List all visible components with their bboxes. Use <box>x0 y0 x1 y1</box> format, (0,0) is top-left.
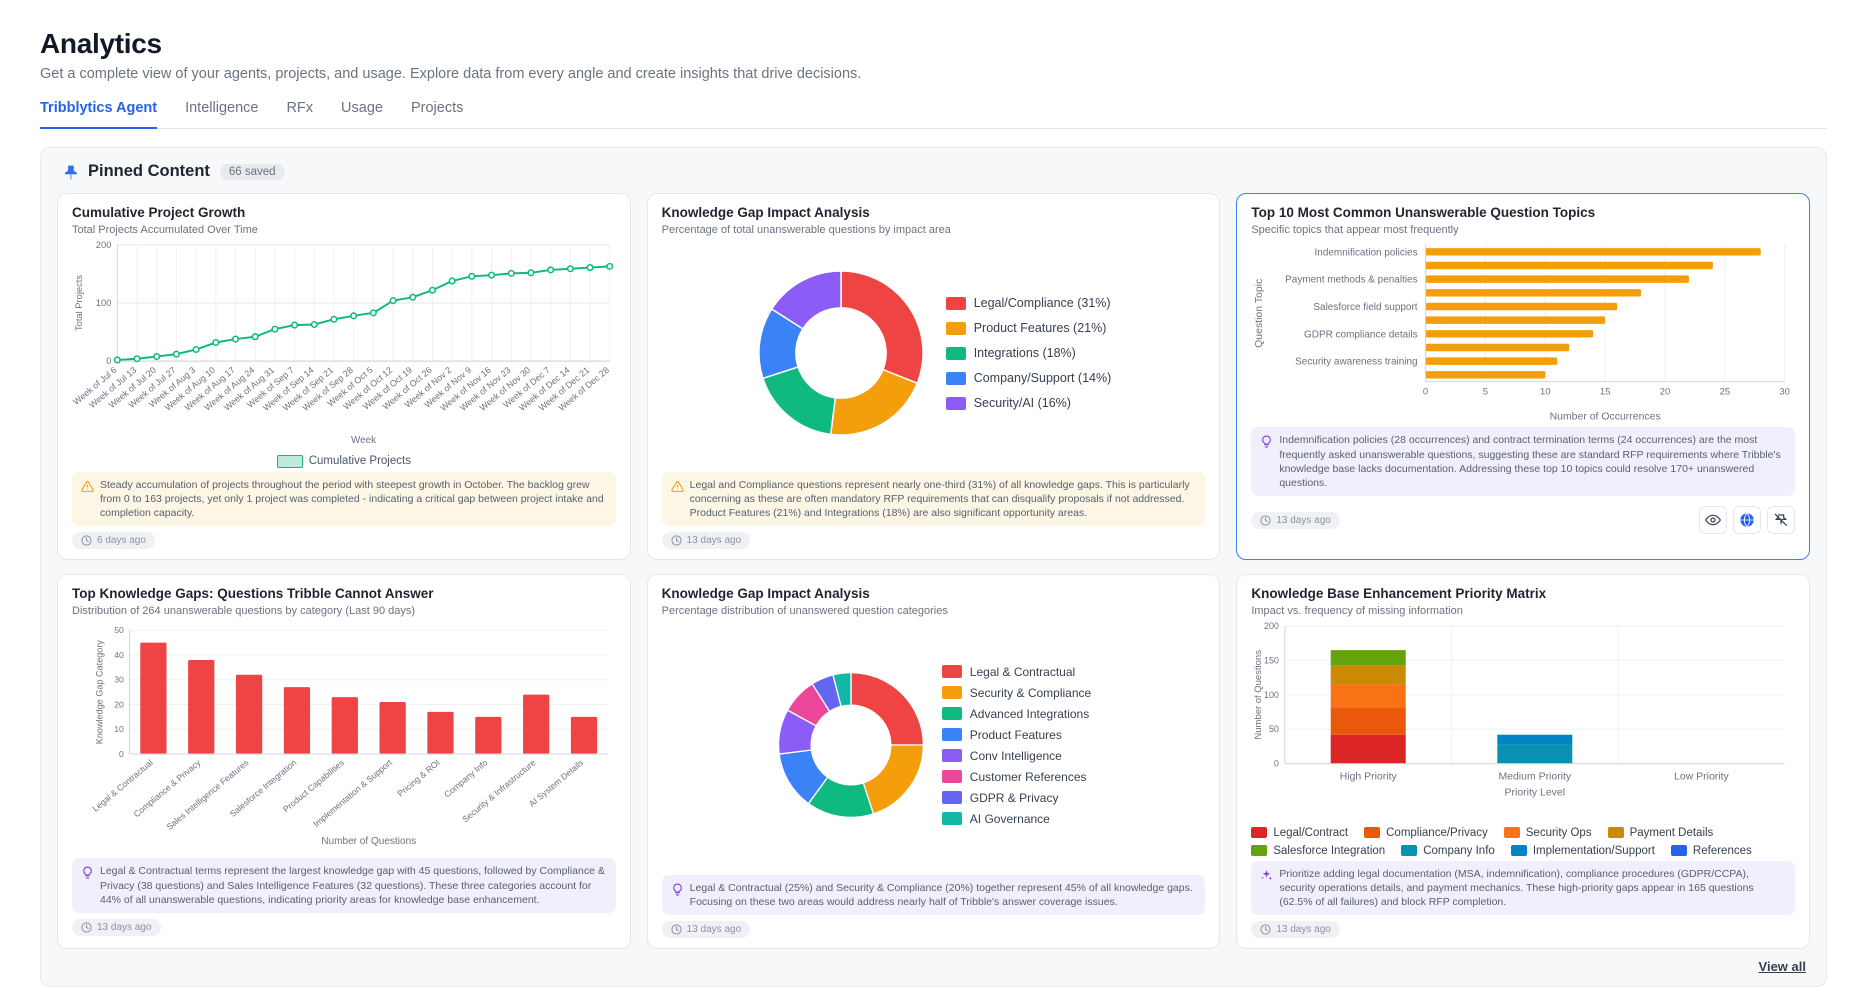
svg-text:100: 100 <box>1264 690 1279 700</box>
svg-text:0: 0 <box>119 749 124 759</box>
svg-text:0: 0 <box>106 356 111 366</box>
svg-text:Number of Occurrences: Number of Occurrences <box>1550 411 1661 422</box>
svg-text:Knowledge Gap Category: Knowledge Gap Category <box>95 640 105 745</box>
svg-text:Indemnification policies: Indemnification policies <box>1315 247 1418 258</box>
svg-text:Payment methods & penalties: Payment methods & penalties <box>1285 275 1417 286</box>
svg-text:100: 100 <box>96 298 112 308</box>
svg-text:30: 30 <box>1780 386 1791 397</box>
svg-text:Total Projects: Total Projects <box>74 275 84 331</box>
svg-text:Low Priority: Low Priority <box>1674 772 1729 783</box>
svg-text:20: 20 <box>1660 386 1671 397</box>
svg-text:50: 50 <box>114 625 124 635</box>
svg-text:200: 200 <box>1264 621 1279 631</box>
svg-text:Number of Questions: Number of Questions <box>1253 650 1264 740</box>
svg-text:0: 0 <box>1423 386 1428 397</box>
svg-text:Implementation & Support: Implementation & Support <box>311 757 394 829</box>
svg-text:Priority Level: Priority Level <box>1505 788 1566 799</box>
svg-text:Pricing & ROI: Pricing & ROI <box>395 757 441 798</box>
svg-text:Number of Questions: Number of Questions <box>321 836 416 847</box>
svg-text:5: 5 <box>1483 386 1488 397</box>
svg-text:20: 20 <box>114 699 124 709</box>
svg-text:25: 25 <box>1720 386 1731 397</box>
svg-text:40: 40 <box>114 650 124 660</box>
svg-text:Medium Priority: Medium Priority <box>1499 772 1572 783</box>
svg-text:Sales Intelligence Features: Sales Intelligence Features <box>164 757 250 831</box>
svg-text:High Priority: High Priority <box>1340 772 1398 783</box>
svg-text:10: 10 <box>114 724 124 734</box>
svg-text:0: 0 <box>1274 759 1279 769</box>
svg-text:Security awareness training: Security awareness training <box>1295 356 1417 367</box>
svg-text:15: 15 <box>1600 386 1611 397</box>
svg-text:Week: Week <box>351 435 376 446</box>
svg-text:Question Topic: Question Topic <box>1254 279 1265 348</box>
svg-text:50: 50 <box>1269 724 1279 734</box>
svg-text:GDPR compliance details: GDPR compliance details <box>1304 329 1418 340</box>
svg-text:10: 10 <box>1540 386 1551 397</box>
svg-text:30: 30 <box>114 675 124 685</box>
svg-text:Company Info: Company Info <box>442 757 490 799</box>
svg-text:200: 200 <box>96 240 112 250</box>
svg-text:Salesforce field support: Salesforce field support <box>1314 302 1418 313</box>
svg-text:150: 150 <box>1264 655 1279 665</box>
